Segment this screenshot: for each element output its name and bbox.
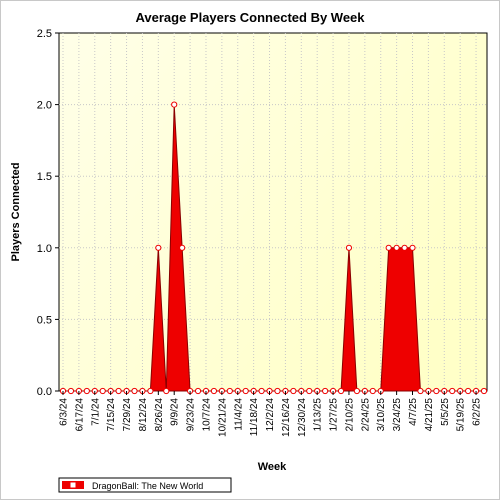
- x-tick-label: 2/24/25: [360, 398, 371, 432]
- data-point: [433, 387, 440, 395]
- x-tick-label: 6/3/24: [59, 398, 70, 426]
- y-tick-label: 0.5: [37, 314, 52, 326]
- x-tick-label: 3/10/25: [376, 398, 387, 432]
- x-tick-label: 5/19/25: [456, 398, 467, 432]
- data-point: [322, 387, 329, 395]
- legend-label: DragonBall: The New World: [92, 481, 203, 491]
- x-tick-label: 12/30/24: [297, 398, 308, 437]
- x-tick-label: 2/10/25: [344, 398, 355, 432]
- data-point: [210, 387, 218, 395]
- x-tick-label: 6/17/24: [74, 398, 85, 432]
- x-tick-label: 1/27/25: [329, 398, 340, 432]
- data-point: [99, 387, 106, 395]
- x-tick-label: 7/15/24: [106, 398, 117, 432]
- data-point: [226, 387, 233, 395]
- plot-area: [58, 32, 488, 392]
- data-point: [179, 244, 186, 251]
- data-point: [306, 387, 313, 395]
- x-tick-label: 8/12/24: [138, 398, 149, 432]
- data-point: [115, 387, 122, 395]
- data-point: [274, 387, 281, 395]
- x-tick-label: 11/4/24: [233, 398, 244, 431]
- data-point: [337, 387, 345, 395]
- y-tick-label: 0.0: [37, 386, 52, 398]
- data-point: [131, 387, 138, 395]
- data-point: [290, 387, 297, 395]
- legend: DragonBall: The New World: [58, 477, 232, 493]
- data-point: [242, 387, 249, 395]
- x-axis-ticks: 6/3/24 6/17/24 7/1/24 7/15/24 7/29/24 8/12/24…: [59, 391, 483, 437]
- y-axis-ticks: 0.0 0.5 1.0 1.5 2.0 2.5: [37, 28, 59, 398]
- x-tick-label: 9/9/24: [170, 398, 181, 426]
- data-point: [465, 387, 472, 395]
- data-point: [449, 387, 456, 395]
- x-tick-label: 8/26/24: [154, 398, 165, 432]
- x-tick-label: 7/29/24: [122, 398, 133, 432]
- x-tick-label: 4/21/25: [424, 398, 435, 432]
- data-point: [480, 387, 488, 395]
- data-point: [369, 387, 376, 395]
- data-point: [353, 387, 361, 395]
- x-tick-label: 10/7/24: [201, 398, 212, 432]
- x-tick-label: 12/2/24: [265, 398, 276, 432]
- x-tick-label: 3/24/25: [392, 398, 403, 432]
- x-tick-label: 5/5/25: [440, 398, 451, 426]
- grid: [59, 33, 487, 391]
- data-point: [345, 244, 353, 251]
- x-tick-label: 10/21/24: [217, 398, 228, 437]
- x-tick-label: 1/13/25: [313, 398, 324, 432]
- data-point: [393, 244, 400, 251]
- x-tick-label: 12/16/24: [281, 398, 292, 437]
- data-point: [67, 387, 75, 395]
- legend-marker: [69, 481, 77, 489]
- x-tick-label: 6/2/25: [472, 398, 483, 426]
- data-point: [163, 387, 170, 395]
- data-point: [83, 387, 90, 395]
- x-tick-label: 9/23/24: [186, 398, 197, 432]
- data-point: [417, 387, 424, 395]
- data-point: [147, 387, 154, 395]
- x-tick-label: 7/1/24: [90, 398, 101, 426]
- x-axis-label: Week: [258, 461, 287, 473]
- y-tick-label: 2.0: [37, 100, 52, 112]
- data-point: [258, 387, 265, 395]
- data-point: [155, 244, 162, 251]
- data-point: [194, 387, 202, 395]
- y-tick-label: 1.5: [37, 171, 52, 183]
- x-tick-label: 4/7/25: [408, 398, 419, 426]
- y-tick-label: 2.5: [37, 28, 52, 40]
- data-point: [401, 244, 408, 251]
- y-axis-label: Players Connected: [10, 162, 22, 261]
- legend-box: [58, 477, 232, 493]
- y-tick-label: 1.0: [37, 243, 52, 255]
- data-point: [171, 101, 178, 108]
- chart-title: Average Players Connected By Week: [135, 10, 365, 25]
- x-tick-label: 11/18/24: [249, 398, 260, 437]
- data-point: [409, 244, 416, 251]
- data-point: [385, 244, 392, 251]
